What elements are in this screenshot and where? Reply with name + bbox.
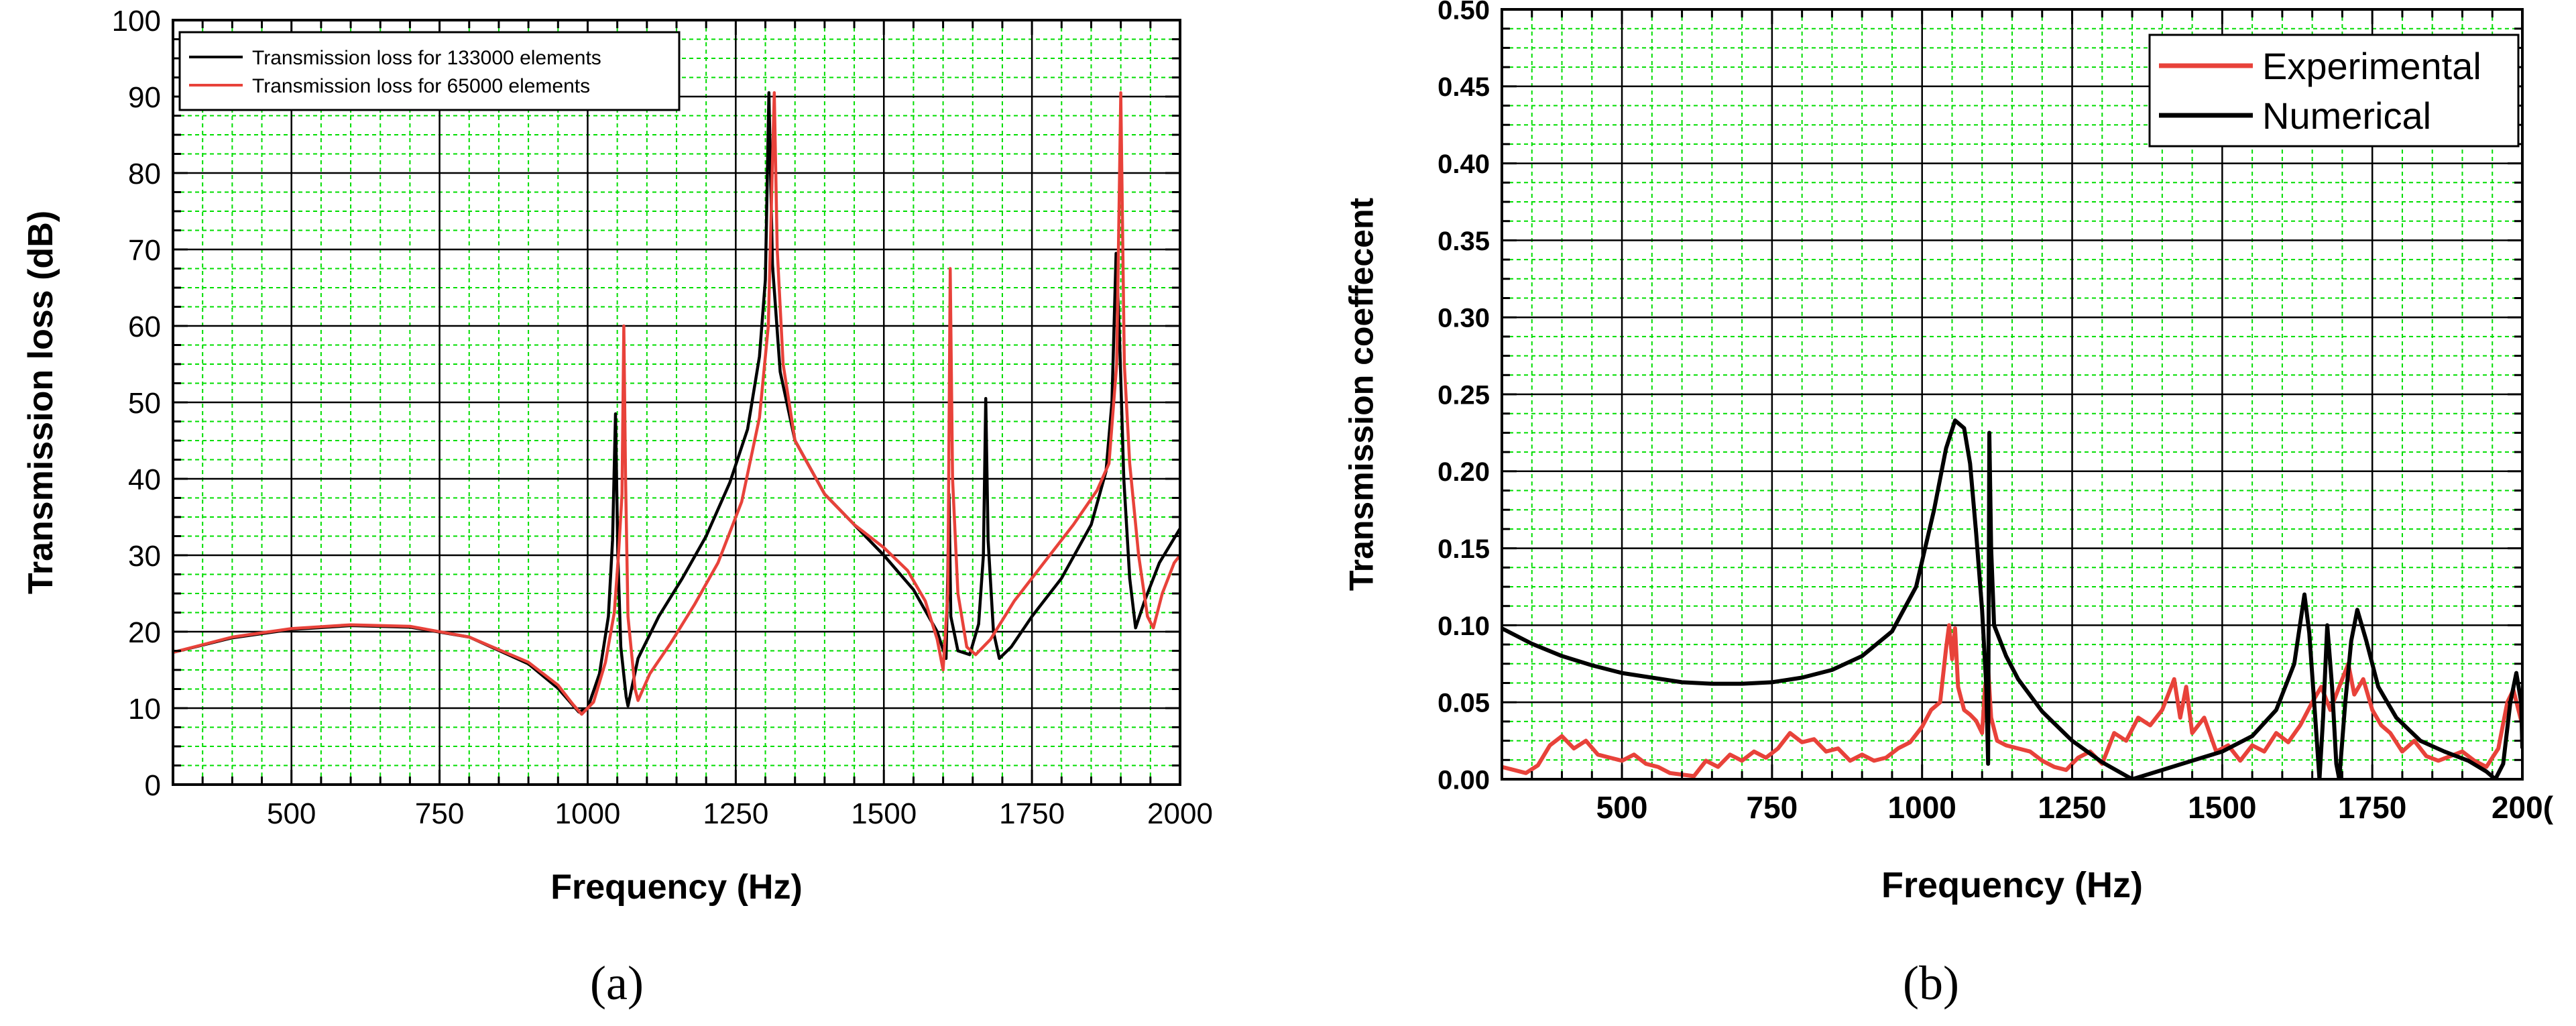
x-tick-label: 750 xyxy=(1747,790,1798,825)
legend-label: Transmission loss for 133000 elements xyxy=(252,47,601,69)
chart-panel-a: 500 750 1000 1250 1500 1750 2000 0 10 20 30 40 50 60… xyxy=(21,5,1213,1010)
y-tick-label: 80 xyxy=(128,158,161,190)
caption-a: (a) xyxy=(590,956,644,1010)
x-tick-label: 1500 xyxy=(851,797,917,830)
y-tick-label: 0.00 xyxy=(1438,765,1490,795)
series-layer-a xyxy=(173,91,1180,716)
x-tick-label: 2000 xyxy=(1147,797,1213,830)
tick-marks-a xyxy=(172,19,1181,786)
y-tick-label: 0.20 xyxy=(1438,457,1490,487)
series-layer-b xyxy=(1502,418,2522,779)
x-tick-label: 1750 xyxy=(2338,790,2406,825)
y-tick-label: 100 xyxy=(112,5,161,38)
x-axis-label-a: Frequency (Hz) xyxy=(550,868,803,907)
y-tick-label: 90 xyxy=(128,81,161,114)
caption-b: (b) xyxy=(1903,956,1959,1010)
legend-b: Experimental Numerical xyxy=(2148,34,2520,148)
x-tick-label: 1250 xyxy=(2038,790,2106,825)
x-axis-label-b: Frequency (Hz) xyxy=(1881,865,2143,905)
x-tick-label: 1000 xyxy=(1888,790,1956,825)
legend-label: Experimental xyxy=(2262,45,2481,87)
y-axis-label-a: Transmission loss (dB) xyxy=(21,211,60,594)
y-tick-label: 10 xyxy=(128,693,161,726)
y-tick-label: 60 xyxy=(128,310,161,343)
y-tick-label: 0.40 xyxy=(1438,150,1490,179)
x-tick-label: 750 xyxy=(415,797,464,830)
x-tick-label: 200( xyxy=(2492,790,2554,825)
y-tick-label: 70 xyxy=(128,234,161,267)
y-tick-label: 0 xyxy=(145,769,161,802)
y-tick-label: 0.15 xyxy=(1438,534,1490,564)
y-tick-label: 50 xyxy=(128,387,161,420)
legend-a: Transmission loss for 133000 elements Tra… xyxy=(178,31,681,111)
legend-box xyxy=(2148,34,2520,148)
y-tick-label: 0.25 xyxy=(1438,380,1490,410)
x-tick-label: 1750 xyxy=(999,797,1065,830)
x-tick-label: 1250 xyxy=(703,797,768,830)
y-tick-label: 0.05 xyxy=(1438,689,1490,718)
y-tick-label: 0.45 xyxy=(1438,72,1490,102)
chart-panel-b: 500 750 1000 1250 1500 1750 200( 0.000.050.100… xyxy=(1343,0,2554,1010)
y-tick-label: 40 xyxy=(128,463,161,496)
x-tick-labels-b: 500 750 1000 1250 1500 1750 200( xyxy=(1596,790,2554,825)
x-tick-label: 500 xyxy=(1596,790,1648,825)
series-line-2 xyxy=(173,91,1180,716)
y-tick-label: 0.30 xyxy=(1438,304,1490,333)
y-axis-label-b: Transmission coeffecent xyxy=(1343,198,1381,591)
x-tick-labels-a: 500 750 1000 1250 1500 1750 2000 xyxy=(267,797,1213,830)
legend-label: Numerical xyxy=(2262,95,2431,137)
x-tick-label: 1500 xyxy=(2188,790,2256,825)
series-line-2 xyxy=(1502,418,2522,779)
legend-box xyxy=(178,31,681,111)
y-tick-label: 0.50 xyxy=(1438,0,1490,25)
tick-marks-b xyxy=(1501,8,2524,781)
legend-label: Transmission loss for 65000 elements xyxy=(252,75,590,97)
y-tick-label: 0.35 xyxy=(1438,227,1490,256)
y-tick-labels-a: 0 10 20 30 40 50 60 70 80 90 100 xyxy=(112,5,161,802)
x-tick-label: 500 xyxy=(267,797,316,830)
series-line-1 xyxy=(1502,623,2522,779)
y-tick-label: 20 xyxy=(128,616,161,649)
x-tick-label: 1000 xyxy=(555,797,621,830)
y-tick-label: 0.10 xyxy=(1438,612,1490,641)
y-tick-label: 30 xyxy=(128,540,161,573)
y-tick-labels-b: 0.00 0.05 0.10 0.15 0.20 0.25 0.30 0.35 0.40 0.45… xyxy=(1438,0,1490,795)
minor-grid-a xyxy=(172,20,1180,785)
